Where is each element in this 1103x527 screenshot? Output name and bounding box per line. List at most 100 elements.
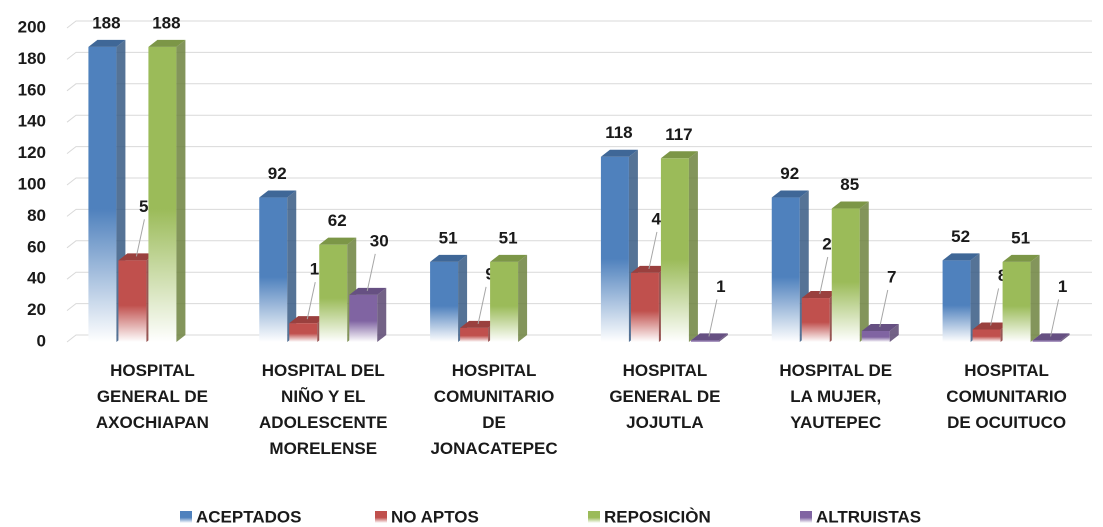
legend-swatch xyxy=(800,511,812,523)
bar-front xyxy=(259,197,288,342)
bar-top xyxy=(430,254,468,262)
grid-line xyxy=(66,177,1092,186)
bar xyxy=(690,333,728,342)
grid-line xyxy=(66,240,1092,249)
bar-side xyxy=(859,201,869,342)
y-tick-label: 80 xyxy=(27,206,46,225)
value-label: 92 xyxy=(268,164,287,183)
y-tick-label: 160 xyxy=(18,80,46,99)
bar-front xyxy=(118,260,147,342)
y-tick-label: 120 xyxy=(18,143,46,162)
value-label: 1 xyxy=(716,277,725,296)
legend-label: ACEPTADOS xyxy=(196,507,301,526)
y-tick-label: 20 xyxy=(27,300,46,319)
grid-line xyxy=(66,303,1092,311)
bar xyxy=(490,254,528,342)
bar-top xyxy=(148,39,186,47)
leader-line xyxy=(366,253,376,292)
grid-line xyxy=(66,271,1092,280)
y-tick-label: 60 xyxy=(27,237,46,256)
bar-top xyxy=(660,151,698,159)
y-tick-label: 40 xyxy=(27,269,46,288)
grid-line xyxy=(66,208,1092,217)
bar-side xyxy=(889,324,899,342)
bar-front xyxy=(1002,261,1031,342)
bar-top xyxy=(1002,254,1040,262)
leader-line xyxy=(135,219,145,257)
grid-line xyxy=(66,51,1092,60)
value-label: 62 xyxy=(328,211,347,230)
bar-side xyxy=(176,39,186,343)
y-tick-label: 180 xyxy=(18,49,46,68)
bar-top xyxy=(600,149,638,157)
value-label: 51 xyxy=(499,228,518,247)
bar-front xyxy=(801,298,830,342)
grid-line xyxy=(66,20,1092,29)
bar-side xyxy=(718,333,728,342)
y-tick-label: 100 xyxy=(18,174,46,193)
value-label: 7 xyxy=(887,267,896,286)
leader-line xyxy=(708,299,718,337)
value-label: 188 xyxy=(152,13,180,32)
bar-front xyxy=(148,46,177,343)
bar-front xyxy=(1032,340,1061,342)
value-label: 30 xyxy=(370,231,389,250)
bar-top xyxy=(861,324,899,332)
value-label: 117 xyxy=(665,125,692,144)
bar-front xyxy=(349,294,378,342)
legend-label: NO APTOS xyxy=(391,507,479,526)
bar xyxy=(430,254,468,342)
bar-top xyxy=(801,291,839,299)
bar-side xyxy=(1030,254,1040,342)
leader-line xyxy=(819,256,829,295)
bar-front xyxy=(319,244,348,342)
value-label: 85 xyxy=(840,175,859,194)
bar xyxy=(1032,333,1070,342)
leader-line xyxy=(990,288,1000,326)
grid-line xyxy=(66,146,1092,154)
x-tick-label: HOSPITAL COMUNITARIO DE OCUITUCO xyxy=(946,361,1067,432)
bar-front xyxy=(430,261,459,342)
legend-label: REPOSICIÒN xyxy=(604,507,711,526)
bar xyxy=(1002,254,1040,342)
bar xyxy=(259,190,297,342)
bar-front xyxy=(289,323,318,342)
bar-top xyxy=(771,190,809,198)
legend-swatch xyxy=(375,511,387,523)
bar-front xyxy=(630,272,659,342)
bar-front xyxy=(831,208,860,342)
bar-side xyxy=(518,254,528,342)
bar-top xyxy=(88,39,126,47)
bar-front xyxy=(88,46,117,343)
bar-side xyxy=(1060,333,1070,342)
bar xyxy=(942,253,980,342)
value-label: 52 xyxy=(951,227,970,246)
bar-top xyxy=(349,287,387,295)
legend-swatch xyxy=(180,511,192,523)
bar xyxy=(349,287,387,342)
value-label: 51 xyxy=(1011,228,1030,247)
grid-line xyxy=(66,334,1092,343)
leader-line xyxy=(1050,299,1060,337)
bar-side xyxy=(970,253,980,342)
bar-top xyxy=(490,254,528,262)
bar-front xyxy=(972,329,1001,342)
x-tick-label: HOSPITAL GENERAL DE JOJUTLA xyxy=(609,361,721,432)
leader-line xyxy=(306,282,316,320)
value-label: 188 xyxy=(92,13,120,32)
bar-front xyxy=(460,327,489,342)
bar xyxy=(831,201,869,342)
bar-front xyxy=(942,260,971,342)
legend-swatch xyxy=(588,511,600,523)
leader-line xyxy=(879,289,889,328)
bar-front xyxy=(600,156,629,342)
value-label: 118 xyxy=(605,123,632,142)
legend-label: ALTRUISTAS xyxy=(816,507,921,526)
bar-top xyxy=(460,320,498,328)
bar-front xyxy=(660,158,689,342)
bar-top xyxy=(630,265,668,273)
bar-top xyxy=(831,201,869,209)
bar-top xyxy=(118,253,156,261)
